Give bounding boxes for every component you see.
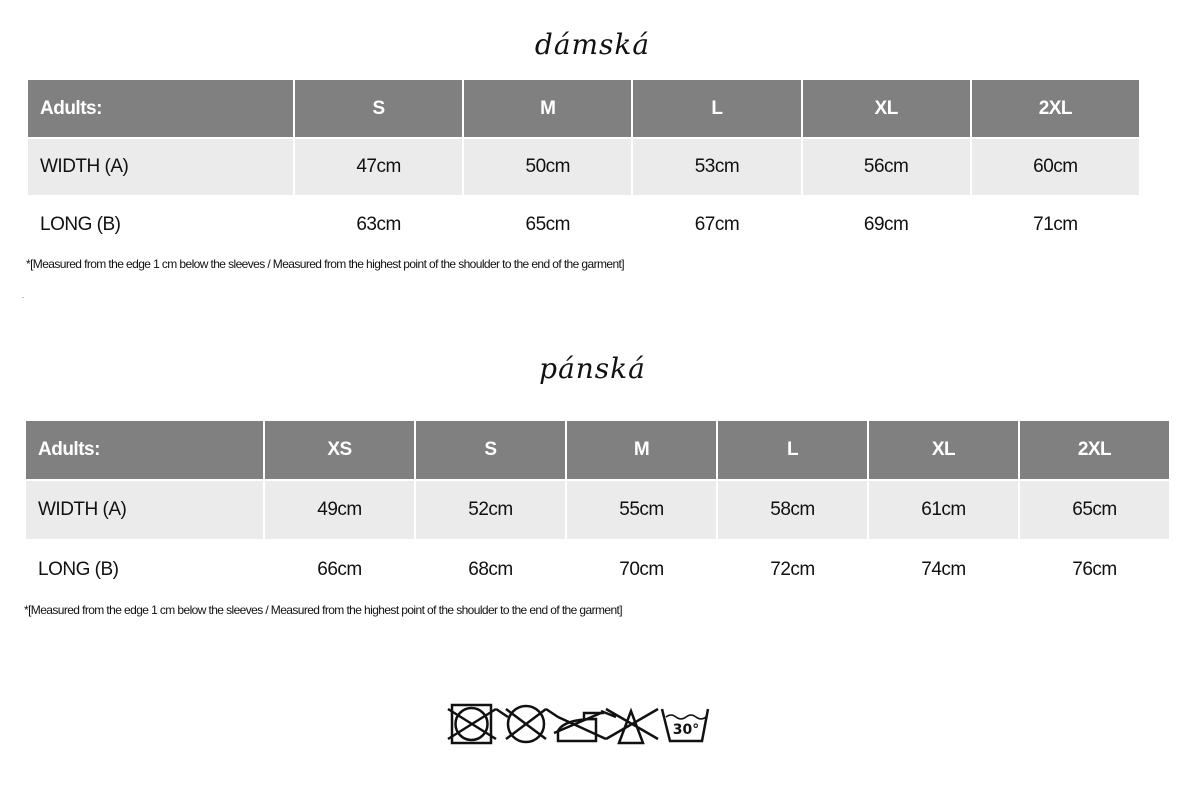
cross-lines bbox=[447, 707, 659, 741]
size-value: 61cm bbox=[869, 481, 1018, 539]
size-value: 66cm bbox=[265, 541, 414, 599]
wash-temp-label: 30° bbox=[673, 722, 699, 738]
table-row: WIDTH (A) 47cm 50cm 53cm 56cm 60cm bbox=[28, 139, 1139, 195]
size-value: 60cm bbox=[971, 139, 1139, 195]
care-symbols: 30° bbox=[447, 703, 710, 745]
size-value: 68cm bbox=[416, 541, 565, 599]
size-value: 65cm bbox=[464, 197, 632, 253]
women-title: dámská bbox=[534, 28, 651, 61]
header-cell: M bbox=[464, 80, 632, 137]
no-dry-clean-icon bbox=[506, 704, 546, 744]
header-cell: L bbox=[633, 80, 801, 137]
row-label: WIDTH (A) bbox=[28, 139, 293, 195]
size-value: 49cm bbox=[265, 481, 414, 539]
row-label: LONG (B) bbox=[28, 197, 293, 253]
size-value: 67cm bbox=[633, 197, 801, 253]
size-value: 63cm bbox=[295, 197, 463, 253]
header-cell: XL bbox=[869, 421, 1018, 479]
size-value: 65cm bbox=[1020, 481, 1169, 539]
header-cell: XL bbox=[802, 80, 970, 137]
header-row: Adults: S M L XL 2XL bbox=[28, 80, 1139, 137]
header-cell: 2XL bbox=[971, 80, 1139, 137]
row-label: LONG (B) bbox=[26, 541, 263, 599]
table-row: LONG (B) 66cm 68cm 70cm 72cm 74cm 76cm bbox=[26, 541, 1169, 599]
size-value: 55cm bbox=[567, 481, 716, 539]
size-value: 69cm bbox=[802, 197, 970, 253]
row-label: WIDTH (A) bbox=[26, 481, 263, 539]
header-cell: Adults: bbox=[28, 80, 293, 137]
header-cell: S bbox=[416, 421, 565, 479]
men-size-table: Adults: XS S M L XL 2XL WIDTH (A) 49cm 52cm 55cm 58… bbox=[24, 419, 1171, 601]
header-cell: M bbox=[567, 421, 716, 479]
size-value: 58cm bbox=[718, 481, 867, 539]
size-value: 53cm bbox=[633, 139, 801, 195]
size-value: 74cm bbox=[869, 541, 1018, 599]
women-size-table: Adults: S M L XL 2XL WIDTH (A) 47cm 50cm 53cm 56cm… bbox=[26, 78, 1141, 255]
header-cell: 2XL bbox=[1020, 421, 1169, 479]
no-tumble-dry-icon bbox=[450, 703, 493, 745]
wash-30-icon bbox=[660, 708, 710, 743]
size-value: 71cm bbox=[971, 197, 1139, 253]
size-value: 70cm bbox=[567, 541, 716, 599]
size-value: 50cm bbox=[464, 139, 632, 195]
header-cell: S bbox=[295, 80, 463, 137]
size-value: 56cm bbox=[802, 139, 970, 195]
table-row: LONG (B) 63cm 65cm 67cm 69cm 71cm bbox=[28, 197, 1139, 253]
men-footnote: *[Measured from the edge 1 cm below the … bbox=[24, 603, 623, 617]
women-footnote: *[Measured from the edge 1 cm below the … bbox=[26, 257, 625, 271]
table-row: WIDTH (A) 49cm 52cm 55cm 58cm 61cm 65cm bbox=[26, 481, 1169, 539]
header-row: Adults: XS S M L XL 2XL bbox=[26, 421, 1169, 479]
header-cell: XS bbox=[265, 421, 414, 479]
size-value: 76cm bbox=[1020, 541, 1169, 599]
men-title: pánská bbox=[539, 352, 646, 385]
header-cell: Adults: bbox=[26, 421, 263, 479]
divider-dot bbox=[22, 297, 24, 298]
header-cell: L bbox=[718, 421, 867, 479]
size-value: 47cm bbox=[295, 139, 463, 195]
size-value: 52cm bbox=[416, 481, 565, 539]
size-value: 72cm bbox=[718, 541, 867, 599]
